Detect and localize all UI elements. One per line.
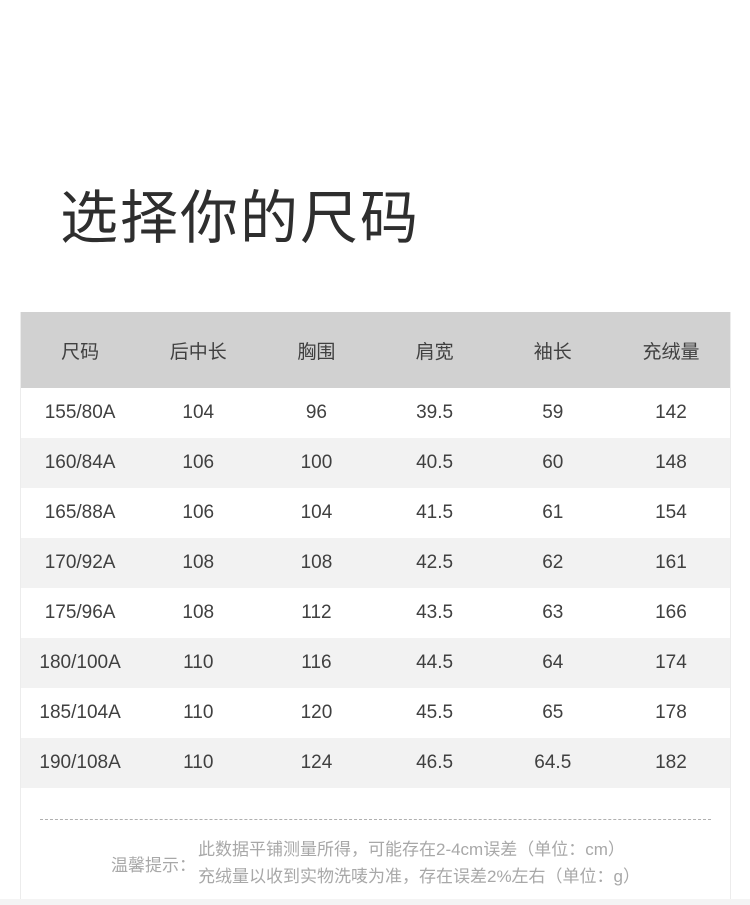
cell-value: 110 [183, 652, 214, 673]
cell-value: 106 [182, 502, 215, 523]
cell-value: 65 [542, 702, 564, 723]
cell-size: 160/84A [44, 452, 116, 473]
cell-value: 142 [655, 402, 687, 423]
cell-value: 60 [542, 452, 564, 473]
table-header-row: 尺码 后中长 胸围 肩宽 袖长 充绒量 [21, 312, 730, 388]
table-row: 165/88A 106 104 41.5 61 154 [21, 488, 730, 538]
column-header-down-fill: 充绒量 [642, 341, 700, 363]
table-row: 185/104A 110 120 45.5 65 178 [21, 688, 730, 738]
cell-value: 64 [542, 652, 564, 673]
cell-value: 39.5 [416, 402, 454, 423]
cell-size: 165/88A [44, 502, 116, 523]
cell-value: 166 [655, 602, 687, 623]
column-header-chest: 胸围 [297, 341, 336, 363]
cell-value: 41.5 [416, 502, 454, 523]
cell-value: 148 [655, 452, 687, 473]
cell-value: 106 [182, 452, 215, 473]
cell-value: 96 [305, 402, 327, 423]
cell-value: 104 [300, 502, 333, 523]
table-row: 190/108A 110 124 46.5 64.5 182 [21, 738, 730, 788]
note-row: 温馨提示： 此数据平铺测量所得，可能存在2-4cm误差（单位：cm） 充绒量以收… [21, 836, 730, 890]
cell-value: 110 [183, 752, 214, 773]
cell-value: 110 [183, 702, 214, 723]
cell-value: 161 [655, 552, 687, 573]
cell-value: 124 [300, 752, 333, 773]
column-header-sleeve: 袖长 [533, 341, 572, 363]
cell-value: 40.5 [416, 452, 454, 473]
table-row: 180/100A 110 116 44.5 64 174 [21, 638, 730, 688]
table-row: 160/84A 106 100 40.5 60 148 [21, 438, 730, 488]
cell-value: 59 [542, 402, 564, 423]
note-label: 温馨提示： [110, 855, 196, 875]
table-row: 175/96A 108 112 43.5 63 166 [21, 588, 730, 638]
cell-value: 116 [301, 652, 332, 673]
cell-value: 112 [301, 602, 332, 623]
cell-size: 185/104A [39, 702, 121, 723]
table-row: 170/92A 108 108 42.5 62 161 [21, 538, 730, 588]
cell-value: 43.5 [416, 602, 454, 623]
cell-value: 178 [655, 702, 687, 723]
cell-value: 62 [542, 552, 564, 573]
bottom-section-edge [0, 899, 750, 905]
cell-value: 108 [182, 602, 215, 623]
size-table: 尺码 后中长 胸围 肩宽 袖长 充绒量 155/80A 104 96 39.5 … [21, 312, 730, 788]
cell-size: 180/100A [39, 652, 121, 673]
cell-value: 104 [182, 402, 215, 423]
cell-value: 44.5 [416, 652, 454, 673]
note-line-cm: 此数据平铺测量所得，可能存在2-4cm误差（单位：cm） [197, 840, 625, 859]
column-header-size: 尺码 [61, 341, 100, 363]
cell-value: 120 [300, 702, 333, 723]
cell-value: 46.5 [416, 752, 454, 773]
note-lines: 此数据平铺测量所得，可能存在2-4cm误差（单位：cm） 充绒量以收到实物洗唛为… [198, 836, 640, 890]
dashed-divider [40, 819, 711, 820]
column-header-shoulder: 肩宽 [415, 341, 454, 363]
cell-size: 155/80A [44, 402, 116, 423]
note-area: 温馨提示： 此数据平铺测量所得，可能存在2-4cm误差（单位：cm） 充绒量以收… [21, 788, 730, 899]
cell-value: 100 [300, 452, 333, 473]
cell-value: 61 [542, 502, 564, 523]
cell-value: 174 [655, 652, 687, 673]
cell-size: 175/96A [44, 602, 116, 623]
cell-size: 170/92A [44, 552, 116, 573]
cell-value: 63 [542, 602, 564, 623]
size-guide-section: 尺码 后中长 胸围 肩宽 袖长 充绒量 155/80A 104 96 39.5 … [20, 312, 731, 899]
table-row: 155/80A 104 96 39.5 59 142 [21, 388, 730, 438]
page-title: 选择你的尺码 [60, 186, 421, 251]
cell-value: 182 [655, 752, 687, 773]
cell-value: 154 [655, 502, 687, 523]
cell-value: 64.5 [534, 752, 572, 773]
cell-value: 108 [182, 552, 215, 573]
cell-value: 42.5 [416, 552, 454, 573]
cell-size: 190/108A [39, 752, 121, 773]
cell-value: 45.5 [416, 702, 454, 723]
note-line-g: 充绒量以收到实物洗唛为准，存在误差2%左右（单位：g） [197, 867, 641, 886]
column-header-back-length: 后中长 [169, 341, 227, 363]
cell-value: 108 [300, 552, 333, 573]
